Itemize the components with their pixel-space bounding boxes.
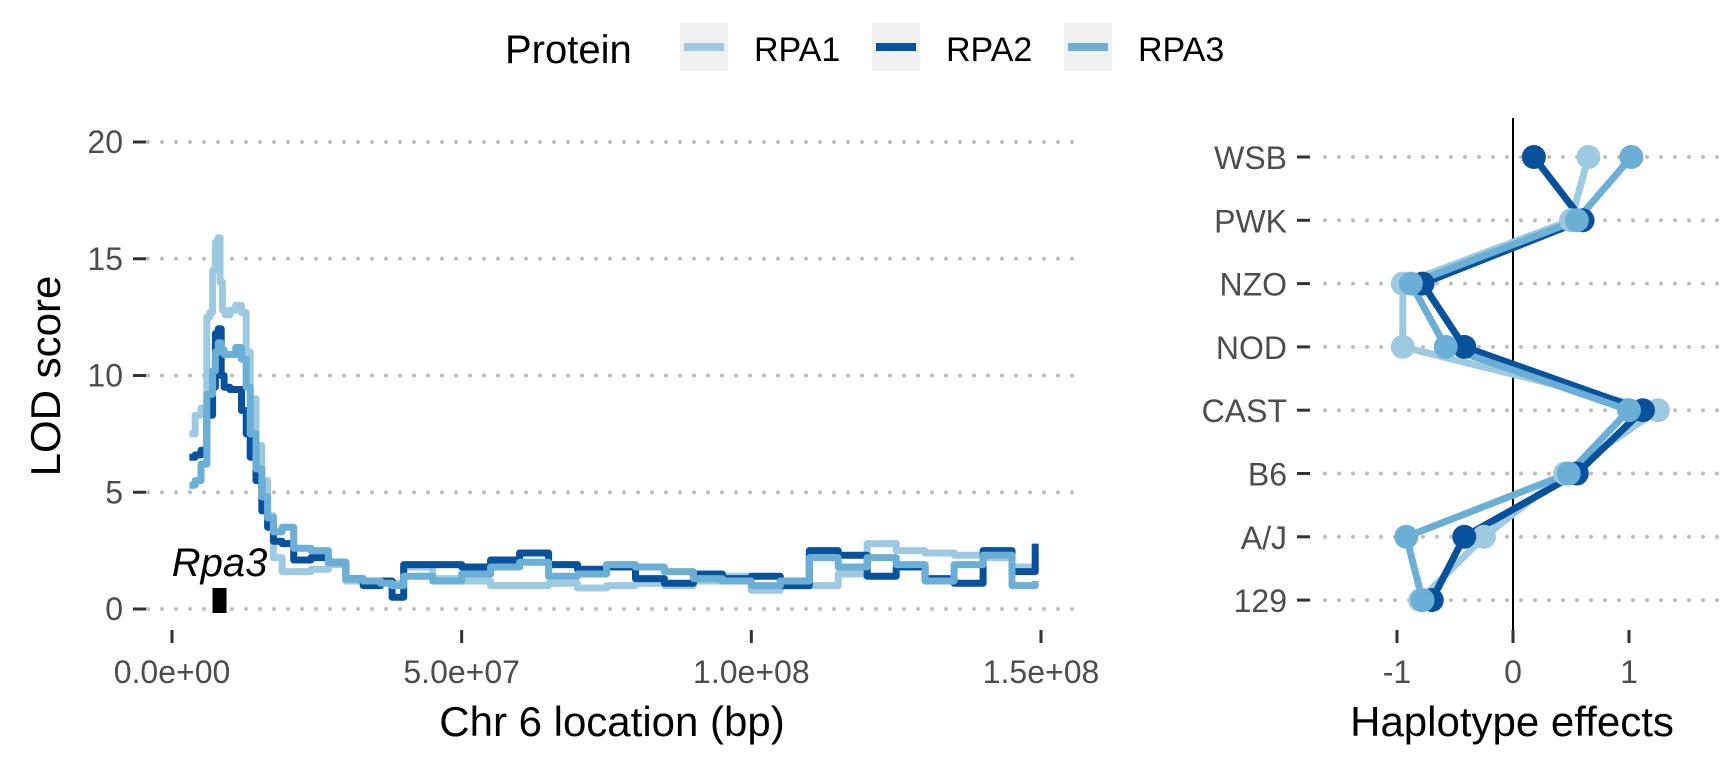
- lod-series: [189, 234, 1039, 601]
- lod-y-tick-label-15: 15: [87, 241, 123, 277]
- lod-panel: 0 5 10 15 20 0.0e+00 5.0e+07 1.0e+08 1.5e+08 Rp…: [22, 124, 1099, 745]
- effects-point-rpa3-wsb: [1619, 145, 1644, 169]
- effects-x-axis-title: Haplotype effects: [1350, 698, 1674, 745]
- effects-grid: [1323, 155, 1720, 603]
- lod-x-tick-label-3: 1.5e+08: [983, 654, 1100, 690]
- lod-line-rpa1: [189, 234, 1039, 594]
- effects-x-tick-label-0: -1: [1383, 654, 1411, 690]
- lod-line-rpa2: [189, 325, 1039, 601]
- effects-point-rpa3-nzo: [1398, 271, 1423, 296]
- effects-point-rpa3-cast: [1617, 398, 1641, 423]
- lod-y-axis-title: LOD score: [22, 276, 69, 477]
- effects-point-rpa1-wsb: [1576, 145, 1601, 169]
- effects-x-tick-label-1: 0: [1504, 654, 1522, 690]
- lod-y-tick-label-10: 10: [87, 358, 123, 394]
- lod-x-tick-label-2: 1.0e+08: [693, 654, 810, 690]
- legend: Protein RPA1 RPA2 RPA3: [505, 23, 1224, 72]
- legend-label-rpa3: RPA3: [1138, 31, 1224, 69]
- lod-y-tick-label-20: 20: [87, 124, 123, 160]
- effects-point-rpa2-a-j: [1452, 524, 1477, 549]
- effects-y-tick-label-wsb: WSB: [1214, 140, 1287, 176]
- effects-y-tick-label-cast: CAST: [1202, 393, 1287, 429]
- effects-point-rpa2-nod: [1452, 334, 1477, 359]
- lod-x-axis-title: Chr 6 location (bp): [439, 698, 785, 745]
- effects-y-tick-label-pwk: PWK: [1214, 203, 1287, 239]
- effects-point-rpa3-b6: [1556, 461, 1581, 486]
- effects-point-rpa2-wsb: [1521, 145, 1546, 169]
- effects-y-tick-label-129: 129: [1234, 583, 1287, 619]
- effects-panel: WSB PWK NZO NOD CAST B6 A/J 129 -1 0 1 Haplotype …: [1202, 118, 1720, 745]
- effects-y-tick-label-nod: NOD: [1216, 330, 1287, 366]
- gene-annotation: Rpa3: [172, 541, 268, 613]
- effects-y-tick-label-a-j: A/J: [1241, 520, 1287, 556]
- lod-y-axis: 0 5 10 15 20: [87, 124, 146, 627]
- effects-point-rpa3-a-j: [1394, 524, 1419, 549]
- effects-line-rpa3: [1402, 154, 1634, 601]
- effects-point-rpa1-a-j: [1472, 524, 1496, 549]
- effects-point-rpa3-nod: [1433, 334, 1458, 359]
- effects-y-tick-label-b6: B6: [1248, 457, 1287, 493]
- lod-x-tick-label-0: 0.0e+00: [114, 654, 231, 690]
- effects-point-rpa1-nod: [1390, 334, 1415, 359]
- legend-label-rpa1: RPA1: [754, 31, 840, 69]
- effects-point-rpa3-pwk: [1564, 208, 1589, 233]
- effects-x-tick-label-2: 1: [1620, 654, 1638, 690]
- lod-y-tick-label-0: 0: [105, 591, 123, 627]
- legend-title: Protein: [505, 28, 632, 72]
- gene-marker: [212, 588, 227, 613]
- gene-label: Rpa3: [172, 541, 268, 585]
- lod-line-rpa3: [189, 339, 1039, 590]
- lod-x-axis: 0.0e+00 5.0e+07 1.0e+08 1.5e+08: [114, 630, 1100, 690]
- effects-x-axis: -1 0 1: [1383, 630, 1638, 690]
- effects-series: [1390, 145, 1670, 613]
- lod-x-tick-label-1: 5.0e+07: [403, 654, 520, 690]
- legend-entries: RPA1 RPA2 RPA3: [680, 23, 1224, 71]
- effects-y-axis: WSB PWK NZO NOD CAST B6 A/J 129: [1202, 140, 1310, 619]
- effects-y-tick-label-nzo: NZO: [1219, 267, 1287, 303]
- legend-label-rpa2: RPA2: [946, 31, 1032, 69]
- effects-point-rpa3-129: [1410, 588, 1435, 613]
- lod-y-tick-label-5: 5: [105, 474, 123, 510]
- lod-grid: [146, 140, 1077, 611]
